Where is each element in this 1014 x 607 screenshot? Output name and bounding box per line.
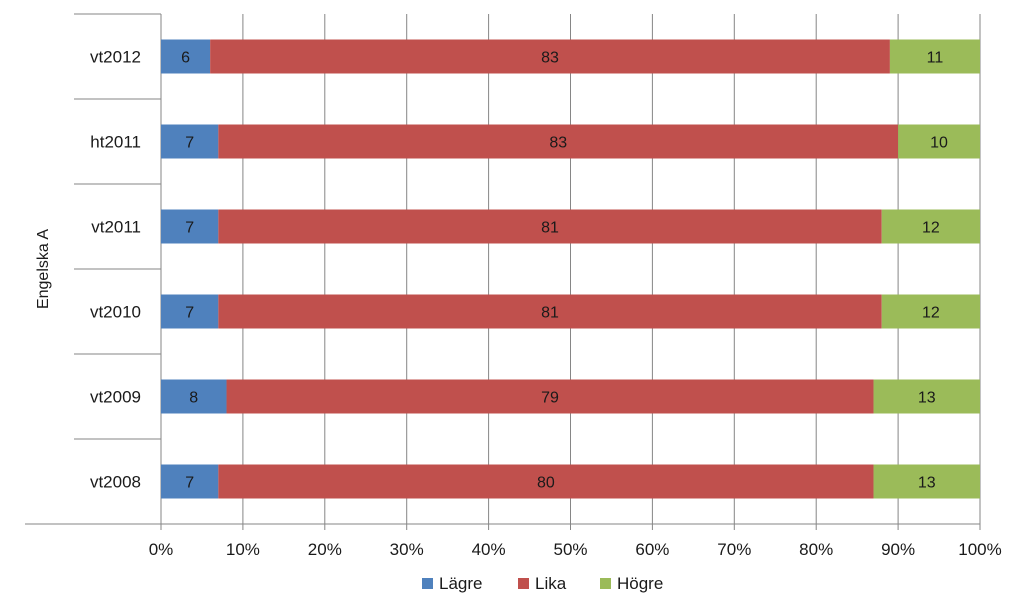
bar-segment-lika	[226, 379, 874, 414]
data-label: 7	[185, 220, 194, 237]
bar-segment-högre	[873, 464, 980, 499]
bar-segment-högre	[889, 39, 980, 74]
category-label: vt2008	[90, 473, 141, 492]
x-tick-label: 90%	[881, 540, 915, 559]
x-tick-label: 50%	[553, 540, 587, 559]
bar-segment-högre	[881, 209, 980, 244]
data-label: 12	[922, 220, 940, 237]
category-label: vt2010	[90, 303, 141, 322]
data-label: 83	[549, 135, 567, 152]
axes	[25, 13, 981, 530]
bar-segment-lägre	[161, 39, 211, 74]
category-label: vt2011	[91, 218, 141, 237]
group-axis-label: Engelska A	[35, 229, 52, 309]
bar-segment-lägre	[161, 209, 219, 244]
category-labels: vt2012 ht2011 vt2011 vt2010 vt2009 vt2008	[90, 48, 141, 492]
legend-label: Högre	[617, 574, 663, 593]
legend: Lägre Lika Högre	[422, 574, 663, 593]
legend-label: Lägre	[439, 574, 482, 593]
bar-segment-högre	[898, 124, 980, 159]
x-tick-label: 10%	[226, 540, 260, 559]
data-label: 12	[922, 305, 940, 322]
data-label: 7	[185, 305, 194, 322]
data-label: 13	[918, 475, 936, 492]
data-label: 79	[541, 390, 559, 407]
data-label: 13	[918, 390, 936, 407]
bar-segment-högre	[873, 379, 980, 414]
data-label: 7	[185, 475, 194, 492]
bars: 6 83 11 7 83 10 7 81 12 7 81 12 8 79 13 7 80 13	[161, 39, 980, 499]
category-label: ht2011	[90, 133, 141, 152]
category-label: vt2009	[90, 388, 141, 407]
bar-segment-högre	[881, 294, 980, 329]
data-label: 83	[541, 50, 559, 67]
legend-swatch-lika	[518, 578, 529, 589]
legend-label: Lika	[535, 574, 567, 593]
bar-segment-lika	[218, 464, 874, 499]
x-tick-labels: 0% 10% 20% 30% 40% 50% 60% 70% 80% 90% 100%	[149, 540, 1002, 559]
data-label: 80	[537, 475, 555, 492]
bar-segment-lägre	[161, 464, 219, 499]
data-label: 11	[927, 50, 944, 67]
bar-segment-lägre	[161, 379, 227, 414]
bar-segment-lägre	[161, 294, 219, 329]
data-label: 6	[181, 50, 190, 67]
data-label: 81	[541, 305, 559, 322]
gridlines	[242, 14, 981, 524]
x-tick-label: 80%	[799, 540, 833, 559]
data-label: 10	[930, 135, 948, 152]
legend-swatch-högre	[600, 578, 611, 589]
bar-segment-lika	[218, 209, 882, 244]
x-tick-label: 20%	[308, 540, 342, 559]
x-tick-label: 60%	[635, 540, 669, 559]
bar-segment-lika	[210, 39, 890, 74]
bar-segment-lika	[218, 124, 899, 159]
x-tick-label: 70%	[717, 540, 751, 559]
x-tick-label: 0%	[149, 540, 174, 559]
data-label: 8	[189, 390, 198, 407]
bar-segment-lika	[218, 294, 882, 329]
x-tick-label: 100%	[958, 540, 1001, 559]
category-label: vt2012	[90, 48, 141, 67]
bar-segment-lägre	[161, 124, 219, 159]
x-tick-label: 30%	[390, 540, 424, 559]
x-tick-label: 40%	[472, 540, 506, 559]
data-label: 7	[185, 135, 194, 152]
legend-swatch-lägre	[422, 578, 433, 589]
data-label: 81	[541, 220, 559, 237]
